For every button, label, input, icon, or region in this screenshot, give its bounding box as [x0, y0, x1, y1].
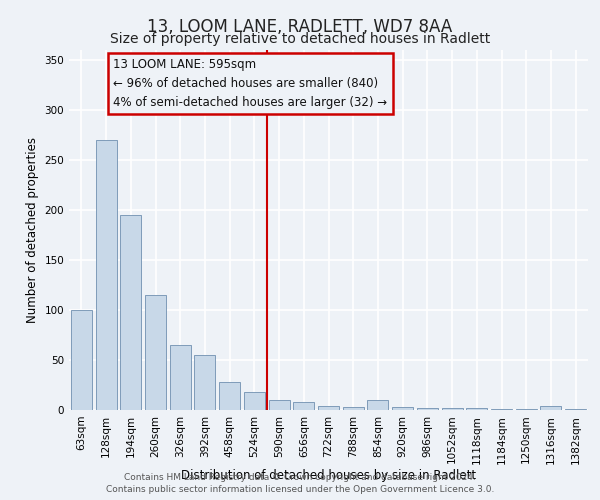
Bar — [343, 407, 364, 410]
Bar — [367, 400, 388, 410]
Bar — [219, 382, 240, 410]
Bar — [565, 409, 586, 410]
X-axis label: Distribution of detached houses by size in Radlett: Distribution of detached houses by size … — [181, 469, 476, 482]
Bar — [466, 408, 487, 410]
Bar — [318, 406, 339, 410]
Bar — [293, 402, 314, 410]
Bar — [120, 215, 141, 410]
Bar — [194, 355, 215, 410]
Bar — [417, 408, 438, 410]
Bar — [541, 406, 562, 410]
Bar — [491, 409, 512, 410]
Bar — [392, 407, 413, 410]
Bar — [269, 400, 290, 410]
Bar — [244, 392, 265, 410]
Y-axis label: Number of detached properties: Number of detached properties — [26, 137, 39, 323]
Bar — [71, 310, 92, 410]
Bar — [170, 345, 191, 410]
Text: 13 LOOM LANE: 595sqm
← 96% of detached houses are smaller (840)
4% of semi-detac: 13 LOOM LANE: 595sqm ← 96% of detached h… — [113, 58, 388, 109]
Bar — [95, 140, 116, 410]
Text: 13, LOOM LANE, RADLETT, WD7 8AA: 13, LOOM LANE, RADLETT, WD7 8AA — [148, 18, 452, 36]
Text: Contains HM Land Registry data © Crown copyright and database right 2024.
Contai: Contains HM Land Registry data © Crown c… — [106, 472, 494, 494]
Bar — [442, 408, 463, 410]
Text: Size of property relative to detached houses in Radlett: Size of property relative to detached ho… — [110, 32, 490, 46]
Bar — [516, 409, 537, 410]
Bar — [145, 295, 166, 410]
